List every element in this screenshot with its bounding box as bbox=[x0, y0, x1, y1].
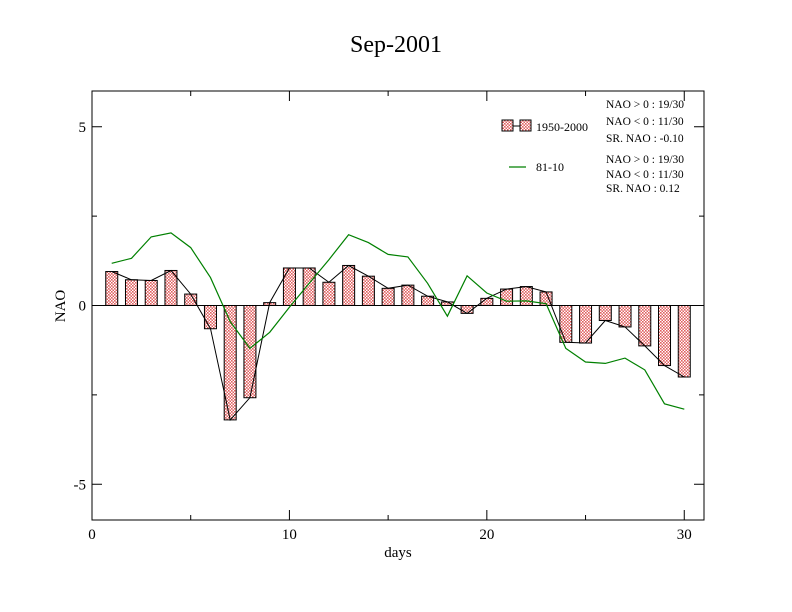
bar-day-3 bbox=[144, 279, 158, 307]
bar-day-25 bbox=[579, 305, 593, 344]
legend-label-81-10: 81-10 bbox=[536, 160, 564, 174]
legend-swatch-1950-2000-left bbox=[501, 119, 514, 132]
axis-ticks: 0 10 20 30 -5 0 5 bbox=[74, 91, 704, 543]
bar-day-24 bbox=[559, 305, 573, 343]
bar-day-27 bbox=[618, 305, 632, 328]
bar-day-29 bbox=[658, 305, 672, 367]
y-tick-label: 0 bbox=[79, 299, 87, 315]
bar-day-30 bbox=[677, 305, 691, 378]
bar-day-28 bbox=[638, 305, 652, 347]
stat-sr-nao-81-10: SR. NAO : 0.12 bbox=[606, 183, 680, 195]
bar-day-2 bbox=[124, 279, 138, 307]
bar-day-16 bbox=[401, 284, 415, 306]
x-tick-label: 20 bbox=[479, 527, 494, 543]
bar-day-6 bbox=[203, 305, 217, 330]
bar-day-5 bbox=[184, 293, 198, 306]
stat-nao-positive-81-10: NAO > 0 : 19/30 bbox=[606, 154, 684, 166]
stats-81-10: NAO > 0 : 19/30 NAO < 0 : 11/30 SR. NAO … bbox=[606, 154, 684, 195]
bar-day-14 bbox=[361, 275, 375, 306]
bar-day-13 bbox=[342, 264, 356, 306]
bars-series-1950-2000 bbox=[105, 264, 691, 421]
series-line-1950-2000 bbox=[111, 264, 685, 421]
y-tick-label: 5 bbox=[79, 120, 87, 136]
stat-nao-negative-1950-2000: NAO < 0 : 11/30 bbox=[606, 116, 684, 128]
bar-day-15 bbox=[381, 287, 395, 306]
bar-day-11 bbox=[302, 267, 316, 306]
series-line-81-10 bbox=[111, 232, 685, 410]
legend-label-1950-2000: 1950-2000 bbox=[536, 120, 588, 134]
legend: 1950-2000 81-10 bbox=[501, 119, 588, 174]
x-tick-label: 10 bbox=[282, 527, 297, 543]
legend-swatch-1950-2000-right bbox=[519, 119, 532, 132]
y-axis-label: NAO bbox=[53, 290, 69, 323]
bar-day-26 bbox=[598, 305, 612, 322]
x-axis-label: days bbox=[384, 545, 412, 561]
stat-nao-negative-81-10: NAO < 0 : 11/30 bbox=[606, 169, 684, 181]
x-tick-label: 0 bbox=[88, 527, 96, 543]
bar-day-10 bbox=[282, 267, 296, 306]
y-tick-label: -5 bbox=[74, 477, 87, 493]
stat-sr-nao-1950-2000: SR. NAO : -0.10 bbox=[606, 133, 684, 145]
bar-day-22 bbox=[519, 286, 533, 306]
bar-day-8 bbox=[243, 305, 257, 399]
x-tick-label: 30 bbox=[677, 527, 692, 543]
bar-day-1 bbox=[105, 271, 119, 307]
bar-day-12 bbox=[322, 281, 336, 307]
chart-title: Sep-2001 bbox=[350, 32, 442, 58]
bar-day-18 bbox=[440, 301, 454, 306]
lines-layer bbox=[111, 232, 685, 421]
stat-nao-positive-1950-2000: NAO > 0 : 19/30 bbox=[606, 99, 684, 111]
stats-1950-2000: NAO > 0 : 19/30 NAO < 0 : 11/30 SR. NAO … bbox=[606, 99, 684, 145]
bar-day-19 bbox=[460, 305, 474, 314]
